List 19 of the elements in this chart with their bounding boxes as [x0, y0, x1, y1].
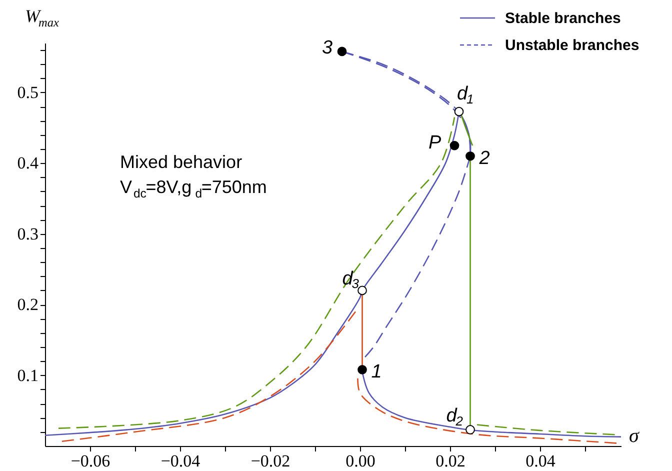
y-tick-label: 0.1 — [17, 366, 38, 385]
x-tick-label: 0.04 — [526, 452, 556, 470]
annotation: 1 — [371, 362, 382, 383]
x-tick-label: −0.02 — [250, 452, 290, 470]
x-axis-title: σ — [629, 425, 640, 447]
legend-label: Unstable branches — [505, 37, 640, 54]
x-tick-label: −0.06 — [70, 452, 110, 470]
y-tick-label: 0.5 — [17, 82, 38, 102]
annotation: 2 — [478, 148, 490, 170]
annotation: Mixed behavior — [120, 152, 242, 172]
y-tick-label: 0.4 — [17, 154, 39, 173]
y-tick-label: 0.2 — [17, 295, 38, 314]
x-tick-label: 0.02 — [436, 452, 466, 470]
x-tick-label: 0.00 — [346, 452, 376, 470]
annotation: 3 — [322, 37, 333, 58]
legend-label: Stable branches — [505, 10, 621, 27]
x-tick-label: −0.04 — [160, 452, 201, 470]
annotation: P — [428, 132, 442, 154]
y-tick-label: 0.3 — [17, 224, 38, 244]
